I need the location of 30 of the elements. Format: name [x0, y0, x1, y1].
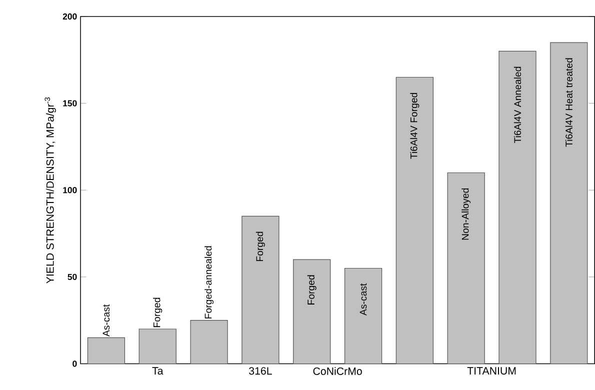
y-tick-label: 150	[63, 100, 77, 106]
x-tick-label: Forged	[307, 275, 316, 304]
text: 316L	[249, 367, 272, 375]
bar	[344, 268, 382, 364]
x-tick-label: As-cast	[102, 304, 110, 337]
bar	[293, 259, 331, 364]
y-axis-title: YIELD STRENGTH/DENSITY, MPa/gr$^{-3}$	[44, 97, 56, 284]
bar	[498, 50, 536, 364]
text: CoNiCrMo	[313, 367, 362, 375]
bar	[242, 216, 280, 364]
x-tick-label: Ti6Al4V Annealed	[514, 66, 522, 144]
bar	[550, 42, 588, 364]
y-tick-label: 200	[62, 13, 77, 20]
bar	[447, 172, 485, 364]
y-tick-label: 100	[63, 187, 77, 194]
x-tick-label: As-cast	[360, 283, 367, 316]
x-tick-label: Forged-annealed	[204, 246, 214, 318]
bar	[138, 328, 176, 364]
x-tick-label: Forged	[256, 232, 265, 262]
y-tick-label: 50	[68, 274, 77, 280]
y-tick-label: 0	[72, 360, 77, 367]
x-tick-label: Ti6Al4V Forged	[410, 92, 420, 159]
bar	[87, 337, 126, 364]
x-tick-label: Non-Alloyed	[462, 188, 471, 240]
text: Ta	[152, 367, 164, 375]
x-tick-label: Forged	[153, 298, 162, 328]
text: TITANIUM	[467, 367, 516, 375]
x-tick-label: Ti6Al4V Heat treated	[565, 58, 572, 147]
bar	[190, 320, 228, 364]
bar	[396, 77, 434, 364]
